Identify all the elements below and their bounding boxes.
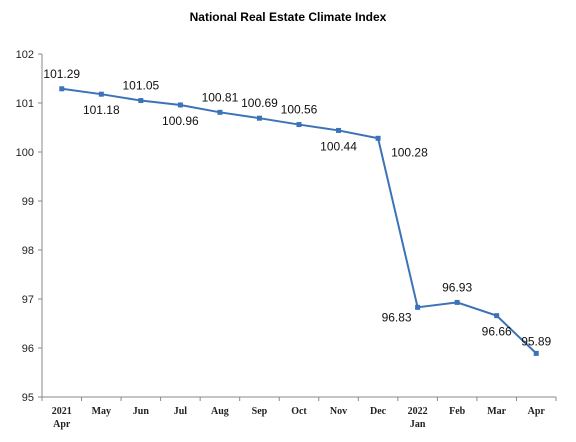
x-tick-label: Aug <box>211 406 229 417</box>
data-label: 96.93 <box>442 280 472 294</box>
x-tick-label: Sep <box>252 406 268 417</box>
x-tick-label: Dec <box>370 406 387 417</box>
chart-title: National Real Estate Climate Index <box>189 10 387 24</box>
x-tick-label: Jan <box>410 419 426 430</box>
data-label: 100.69 <box>241 96 278 110</box>
data-label: 100.56 <box>281 103 318 117</box>
data-label: 100.81 <box>202 90 239 104</box>
data-point <box>533 350 539 356</box>
y-tick-label: 95 <box>22 392 34 404</box>
x-tick-label: Oct <box>291 406 307 417</box>
data-point <box>98 91 104 97</box>
data-point <box>494 313 500 319</box>
data-label: 95.89 <box>521 334 551 348</box>
x-tick-label: Nov <box>330 406 347 417</box>
data-label: 100.96 <box>162 114 199 128</box>
x-tick-label: Apr <box>528 406 546 417</box>
data-point <box>217 109 223 115</box>
data-label: 96.83 <box>382 310 412 324</box>
y-tick-label: 96 <box>22 343 34 355</box>
data-label: 101.18 <box>83 103 120 117</box>
x-tick-label: Mar <box>487 406 506 417</box>
data-label: 101.05 <box>122 79 159 93</box>
data-label: 101.29 <box>43 67 80 81</box>
y-tick-label: 102 <box>16 49 34 61</box>
x-tick-label: May <box>92 406 111 417</box>
series-line <box>61 87 537 355</box>
y-tick-label: 98 <box>22 245 34 257</box>
data-point <box>454 299 460 305</box>
data-point <box>336 127 342 133</box>
x-tick-label: 2021 <box>52 406 72 417</box>
y-tick-label: 99 <box>22 196 34 208</box>
y-tick-label: 100 <box>16 147 34 159</box>
data-point <box>296 122 302 128</box>
data-label: 100.44 <box>320 139 357 153</box>
x-tick-label: Apr <box>53 419 71 430</box>
data-label: 96.66 <box>482 325 512 339</box>
data-point <box>59 86 65 92</box>
y-tick-label: 97 <box>22 294 34 306</box>
data-point <box>177 102 183 108</box>
y-tick-label: 101 <box>16 98 34 110</box>
x-tick-label: Jul <box>174 406 188 417</box>
x-tick-label: Feb <box>449 406 466 417</box>
data-point <box>138 98 144 104</box>
x-tick-label: 2022 <box>408 406 428 417</box>
data-point <box>415 304 421 310</box>
data-point <box>375 135 381 141</box>
x-tick-label: Jun <box>133 406 150 417</box>
data-point <box>256 115 262 121</box>
data-label: 100.28 <box>391 145 428 159</box>
